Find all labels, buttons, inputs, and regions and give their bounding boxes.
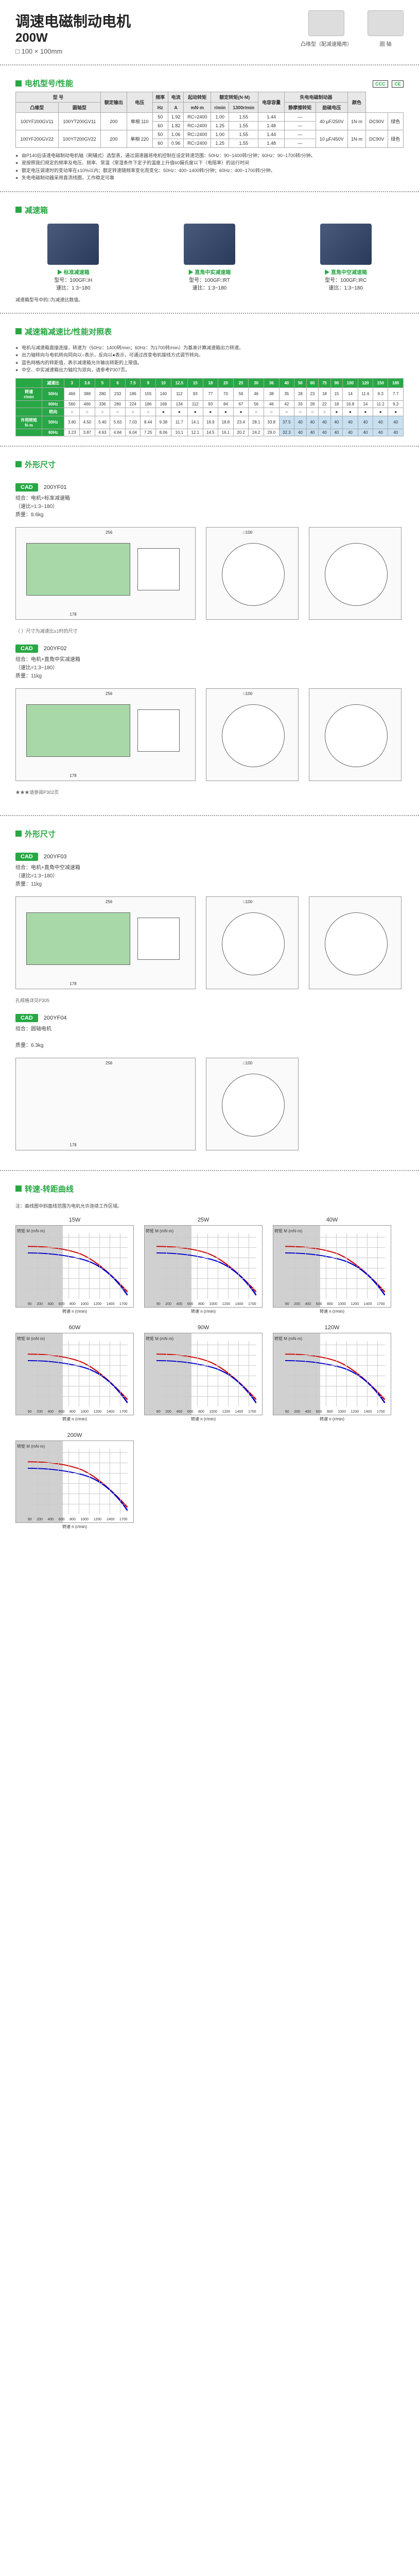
cad-block: CAD 200YF01 组合：电机+标准减速箱（速比=1:3~180）质量：8.… [15,483,404,634]
gearbox-image [320,224,372,265]
spec-table-body: 100YF200GV11100YT200GV11200单相 110501.92R… [16,113,404,148]
outline-section-1: 外形尺寸 CAD 200YF01 组合：电机+标准减速箱（速比=1:3~180）… [0,451,419,811]
curve-note: 注：曲线图中斜面线范围为电机允许连续工作区域。 [15,1202,404,1209]
divider [0,191,419,192]
drawing-front: □100 [206,896,299,989]
cad-block: CAD 200YF04 组合：圆轴电机质量：6.3kg 256 178 □100 [15,1014,404,1150]
cad-badge: CAD [15,483,38,492]
ccc-badge: CCC [373,80,388,88]
cad-blocks-2: CAD 200YF03 组合：电机+直角中空减速箱（速比=1:3~180）质量：… [15,853,404,1150]
ratio-table: 减速比33.6567.591012.5151820253036405060759… [15,378,404,436]
ce-badge: CE [392,80,404,88]
drawing-gearbox [309,527,401,620]
cad-badge: CAD [15,645,38,653]
gearbox-item: ▶ 直角中空减速箱 型号：100GF□RC 速比：1:3~180 [288,224,404,291]
cad-block: CAD 200YF03 组合：电机+直角中空减速箱（速比=1:3~180）质量：… [15,853,404,1004]
motor-shaft-icon: 圆 轴 [368,10,404,47]
header-product-icons: 凸缘型（配减速箱用） 圆 轴 [301,10,404,47]
gearbox-section: 减速箱 ▶ 标准减速箱 型号：100GF□H 速比：1:3~180 ▶ 直角中实… [0,196,419,309]
divider [0,1170,419,1171]
ratio-section: 减速箱减速比/性能对照表 电机与减速箱直接连接，转速为（50Hz：1400转/m… [0,318,419,442]
page-header: 调速电磁制动电机 200W □ 100 × 100mm 凸缘型（配减速箱用） 圆… [0,0,419,60]
drawing-side: 256 178 [15,527,196,620]
drawing-front: □100 [206,1058,299,1150]
divider [0,446,419,447]
gearbox-title: 减速箱 [15,201,404,218]
drawing-gearbox [309,896,401,989]
cad-badge: CAD [15,1014,38,1022]
ratio-notes: 电机与减速箱直接连接，转速为（50Hz：1400转/min；60Hz：为1700… [15,344,404,374]
divider [0,313,419,314]
curves-section: 转速-转距曲线 注：曲线图中斜面线范围为电机允许连续工作区域。 15W 转矩 M… [0,1175,419,1535]
motor-flange-icon: 凸缘型（配减速箱用） [301,10,352,47]
drawing-side: 256 178 [15,688,196,781]
cert-icons: CCC CE [371,79,404,88]
curves-title: 转速-转距曲线 [15,1180,404,1197]
gearbox-item: ▶ 直角中实减速箱 型号：100GF□RT 速比：1:3~180 [152,224,268,291]
dimensions: □ 100 × 100mm [15,47,404,55]
cad-badge: CAD [15,853,38,861]
drawing-front: □100 [206,527,299,620]
ratio-title: 减速箱减速比/性能对照表 [15,323,404,340]
divider [0,64,419,65]
outline-title-1: 外形尺寸 [15,456,404,473]
outline-title-2: 外形尺寸 [15,825,404,842]
spec-section: 电机型号/性能 CCC CE 型 号 额定输出 电压 频率 电流 起动转矩 额定… [0,70,419,187]
gearbox-row: ▶ 标准减速箱 型号：100GF□H 速比：1:3~180 ▶ 直角中实减速箱 … [15,224,404,291]
torque-speed-chart: 200W 转矩 M (mN·m) 90200400600800100012001… [15,1432,134,1530]
spec-table: 型 号 额定输出 电压 频率 电流 起动转矩 额定转矩(N·M) 电容容量 失电… [15,92,404,148]
cad-blocks-1: CAD 200YF01 组合：电机+标准减速箱（速比=1:3~180）质量：8.… [15,483,404,795]
gearbox-image [47,224,99,265]
divider [0,815,419,816]
spec-notes: 由P140后该速电磁制动电机轴（刷辅式）选型表，通过调速器将电机控制在设定转速范… [15,152,404,182]
torque-speed-chart: 15W 转矩 M (mN·m) 902004006008001000120014… [15,1217,134,1314]
spec-title: 电机型号/性能 CCC CE [15,75,404,92]
cad-block: CAD 200YF02 组合：电机+直角中实减速箱（速比=1:3~180）质量：… [15,645,404,795]
gearbox-image [184,224,235,265]
drawing-side: 256 178 [15,1058,196,1150]
spec-table-head: 型 号 额定输出 电压 频率 电流 起动转矩 额定转矩(N·M) 电容容量 失电… [16,92,404,113]
drawing-gearbox [309,688,401,781]
torque-speed-chart: 40W 转矩 M (mN·m) 902004006008001000120014… [273,1217,391,1314]
torque-speed-chart: 120W 转矩 M (mN·m) 90200400600800100012001… [273,1325,391,1422]
drawing-side: 256 178 [15,896,196,989]
outline-section-2: 外形尺寸 CAD 200YF03 组合：电机+直角中空减速箱（速比=1:3~18… [0,820,419,1166]
drawing-front: □100 [206,688,299,781]
torque-speed-chart: 25W 转矩 M (mN·m) 902004006008001000120014… [144,1217,263,1314]
chart-grid: 15W 转矩 M (mN·m) 902004006008001000120014… [15,1217,404,1530]
torque-speed-chart: 60W 转矩 M (mN·m) 902004006008001000120014… [15,1325,134,1422]
gearbox-note: 减速箱型号中的□为减速比数值。 [15,296,404,303]
motor-image-2 [368,10,404,36]
gearbox-item: ▶ 标准减速箱 型号：100GF□H 速比：1:3~180 [15,224,131,291]
torque-speed-chart: 90W 转矩 M (mN·m) 902004006008001000120014… [144,1325,263,1422]
motor-image-1 [308,10,344,36]
